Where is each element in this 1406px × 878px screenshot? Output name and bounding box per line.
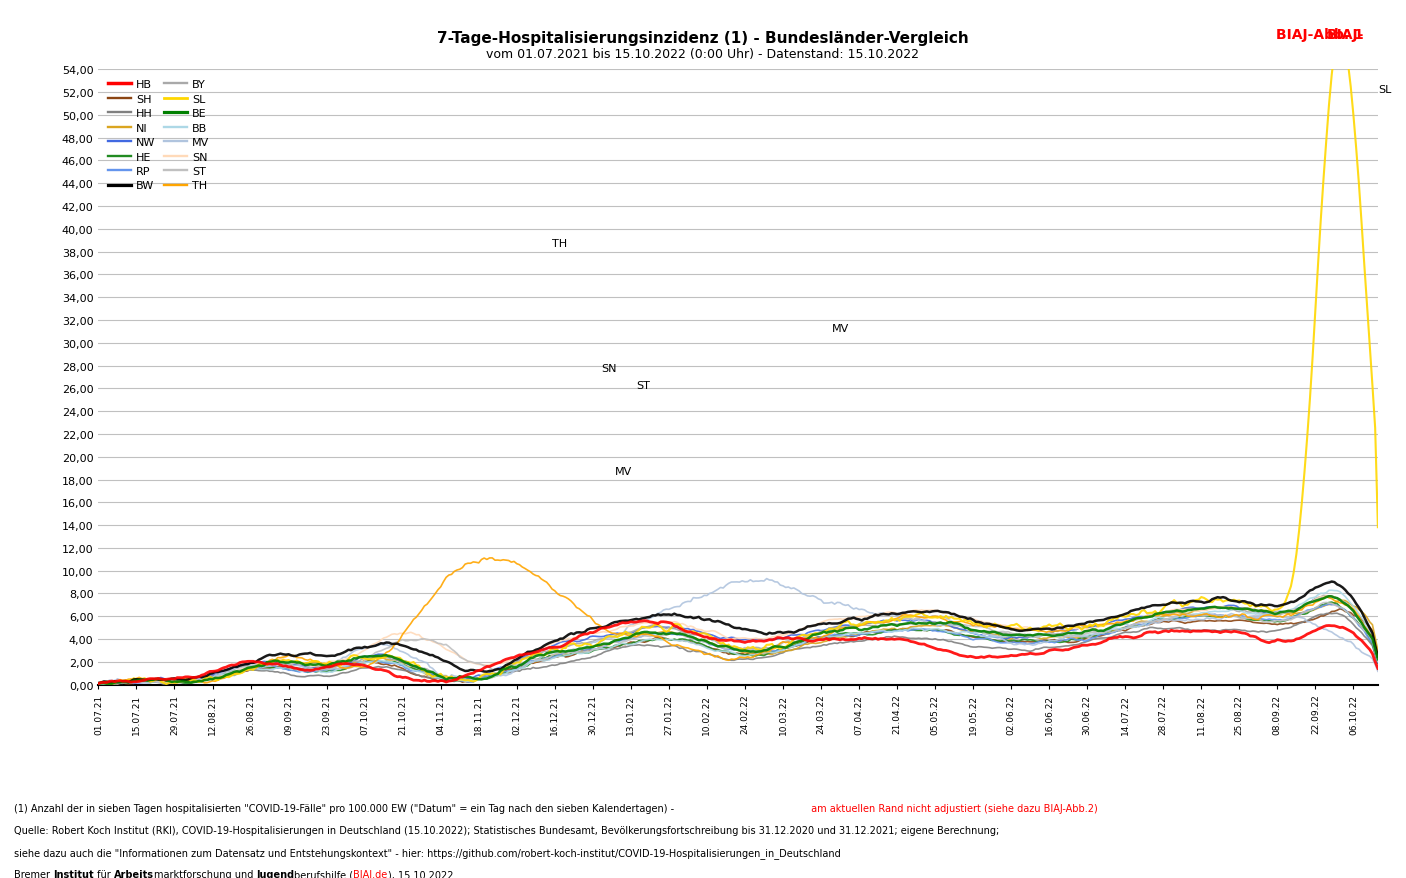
Text: Jugend: Jugend [256, 869, 294, 878]
Text: BIAJ-: BIAJ- [1326, 28, 1364, 42]
Text: 7-Tage-Hospitalisierungsinzidenz (1) - Bundesländer-Vergleich: 7-Tage-Hospitalisierungsinzidenz (1) - B… [437, 31, 969, 46]
Text: Bremer: Bremer [14, 869, 53, 878]
Legend: HB, SH, HH, NI, NW, HE, RP, BW, BY, SL, BE, BB, MV, SN, ST, TH: HB, SH, HH, NI, NW, HE, RP, BW, BY, SL, … [104, 76, 214, 196]
Text: SN: SN [600, 363, 616, 374]
Text: MV: MV [614, 466, 631, 476]
Text: (1) Anzahl der in sieben Tagen hospitalisierten "COVID-19-Fälle" pro 100.000 EW : (1) Anzahl der in sieben Tagen hospitali… [14, 803, 675, 813]
Text: TH: TH [553, 239, 567, 248]
Text: am aktuellen Rand nicht adjustiert (siehe dazu BIAJ-Abb.2): am aktuellen Rand nicht adjustiert (sieh… [808, 803, 1098, 813]
Text: MV: MV [832, 324, 849, 334]
Text: Quelle: Robert Koch Institut (RKI), COVID-19-Hospitalisierungen in Deutschland (: Quelle: Robert Koch Institut (RKI), COVI… [14, 825, 1000, 835]
Text: berufshilfe (: berufshilfe ( [294, 869, 353, 878]
Text: Institut: Institut [53, 869, 94, 878]
Text: für: für [94, 869, 114, 878]
Text: marktforschung und: marktforschung und [153, 869, 256, 878]
Text: ), 15.10.2022: ), 15.10.2022 [388, 869, 453, 878]
Text: Arbeits: Arbeits [114, 869, 153, 878]
Text: ST: ST [637, 381, 650, 391]
Text: vom 01.07.2021 bis 15.10.2022 (0:00 Uhr) - Datenstand: 15.10.2022: vom 01.07.2021 bis 15.10.2022 (0:00 Uhr)… [486, 48, 920, 61]
Text: BIAJ-Abb. 1: BIAJ-Abb. 1 [1277, 28, 1364, 42]
Text: siehe dazu auch die "Informationen zum Datensatz und Entstehungskontext" - hier:: siehe dazu auch die "Informationen zum D… [14, 847, 841, 858]
Text: SL: SL [1378, 85, 1392, 95]
Text: BIAJ.de: BIAJ.de [353, 869, 388, 878]
